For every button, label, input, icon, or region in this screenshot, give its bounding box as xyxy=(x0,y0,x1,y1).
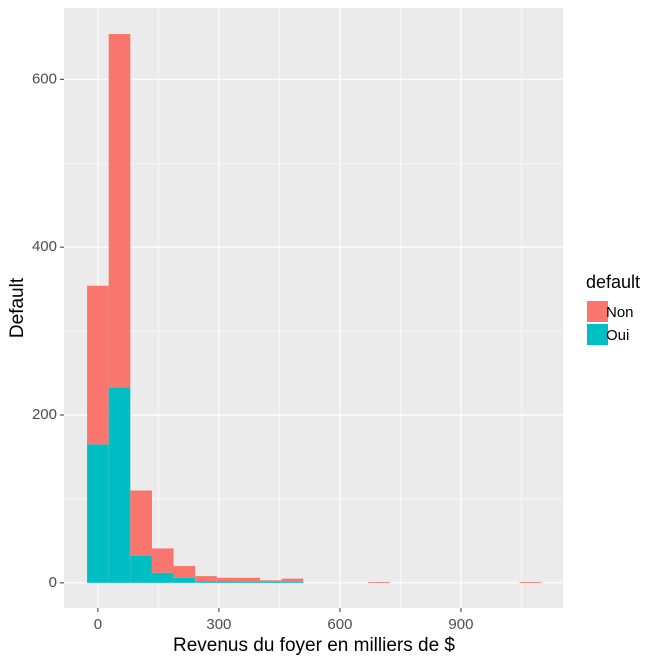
bar xyxy=(216,577,239,582)
x-tick-label: 0 xyxy=(94,616,102,633)
bar xyxy=(151,548,174,573)
y-tick-label: 200 xyxy=(32,406,57,423)
legend-key xyxy=(587,301,608,322)
bar xyxy=(281,578,304,582)
y-tick-label: 400 xyxy=(32,238,57,255)
bar xyxy=(151,572,174,583)
y-axis-title: Default xyxy=(7,277,28,338)
bar xyxy=(195,581,217,583)
bar xyxy=(216,581,239,583)
bar xyxy=(238,577,261,582)
legend-key xyxy=(587,324,608,345)
bar xyxy=(368,581,390,583)
bar xyxy=(281,581,304,583)
legend-label: Non xyxy=(606,304,634,321)
legend-title: default xyxy=(586,272,640,292)
legend-label: Oui xyxy=(606,327,629,344)
bar xyxy=(173,577,196,583)
x-tick-label: 900 xyxy=(448,616,473,633)
bar xyxy=(195,576,217,582)
bar xyxy=(130,555,152,583)
x-tick-label: 300 xyxy=(206,616,231,633)
bar xyxy=(108,34,131,388)
bar xyxy=(87,285,109,445)
bar xyxy=(519,581,542,583)
bar xyxy=(108,387,131,583)
bar xyxy=(238,581,261,583)
bar xyxy=(260,580,282,582)
bar xyxy=(130,490,152,556)
bar xyxy=(87,444,109,583)
y-tick-label: 600 xyxy=(32,70,57,87)
x-tick-label: 600 xyxy=(327,616,352,633)
x-axis-title: Revenus du foyer en milliers de $ xyxy=(173,635,455,656)
bar xyxy=(173,566,196,578)
bar xyxy=(260,581,282,583)
y-tick-label: 0 xyxy=(49,574,57,591)
